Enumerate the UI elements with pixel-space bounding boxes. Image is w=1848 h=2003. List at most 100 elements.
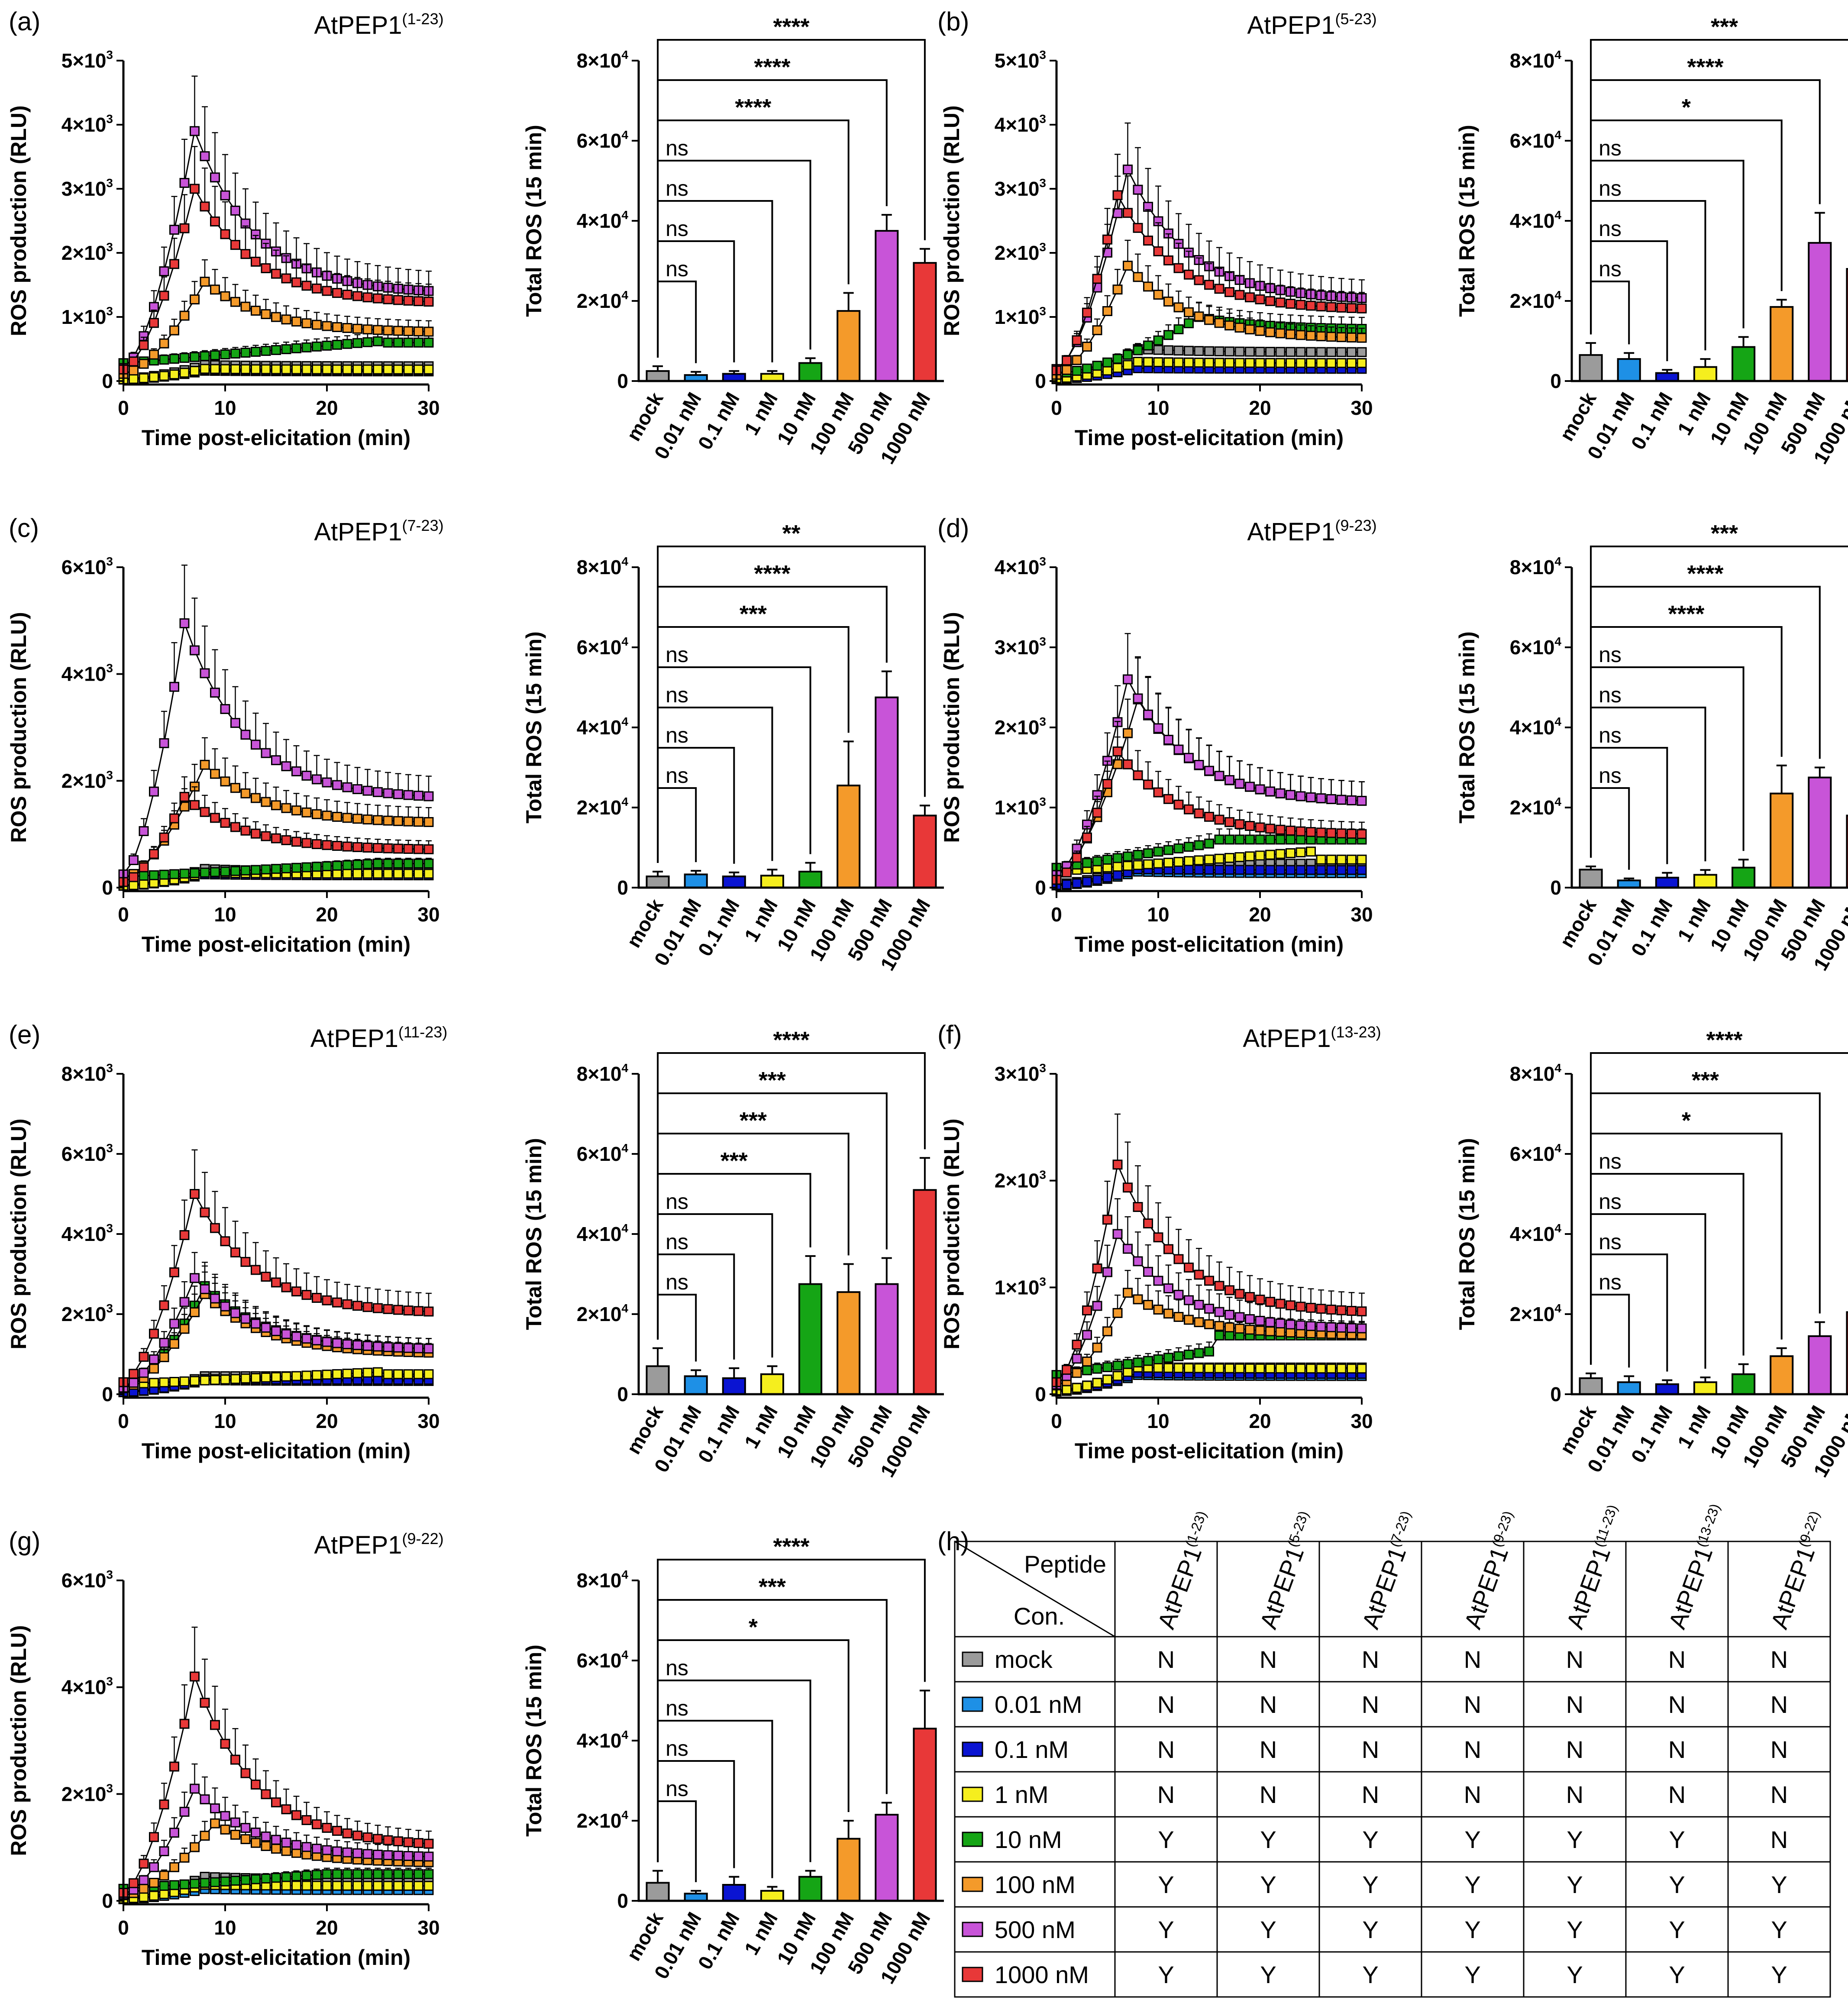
data-point [179,1719,190,1729]
data-point [403,844,414,854]
significance-label: ns [666,1656,688,1680]
data-point [414,1880,423,1891]
x-tick-label: 10 [1147,1410,1169,1432]
y-tick-label: 2×104 [577,1808,629,1832]
data-point [169,1267,179,1277]
data-point [1194,759,1204,770]
data-point [291,766,301,776]
data-point [1316,793,1326,804]
data-point [1326,865,1336,875]
data-point [1173,357,1184,368]
series-line [123,763,429,879]
bar-0-01-nM [684,1375,708,1395]
data-point [1265,358,1275,368]
data-point [414,296,423,307]
significance-bracket: ns [657,1270,697,1362]
panel-title: AtPEP1(13-23) [1243,1023,1381,1053]
row-swatch [962,1787,983,1802]
data-point [1306,347,1316,357]
bar-100-nM [1770,792,1794,888]
data-point [1336,828,1347,839]
data-point [373,1869,383,1879]
data-point [1234,1289,1245,1299]
data-point [1173,799,1184,810]
y-tick-label: 3×103 [61,176,113,200]
x-axis-label: Time post-elicitation (min) [1075,1439,1344,1463]
data-point [1357,358,1367,368]
data-point [312,283,322,294]
data-point [271,1372,281,1382]
table-cell: N [1260,1646,1277,1673]
significance-label: ns [1599,723,1622,747]
data-point [251,1838,261,1848]
data-point [291,1880,301,1891]
data-point [190,294,200,305]
data-point [1275,1299,1286,1309]
data-point [322,777,332,788]
significance-label: * [749,1614,758,1640]
data-point [352,1368,362,1378]
significance-bracket: **** [657,14,926,358]
data-point [1347,829,1357,839]
data-point [301,1880,312,1891]
data-point [414,817,423,827]
data-point [423,1838,434,1849]
data-point [301,838,312,848]
data-point [169,1339,179,1349]
data-point [1245,346,1255,357]
series-500-nM [118,1252,434,1393]
data-point [240,1823,251,1833]
data-point [362,1869,373,1879]
data-point [362,1832,373,1842]
bar-100-nM [837,1838,861,1902]
data-point [423,364,434,375]
data-point [414,337,423,348]
data-point [383,869,393,879]
data-point [169,1828,179,1838]
bar-1-nM [1693,366,1717,382]
data-point [129,374,139,384]
data-point [1102,1326,1112,1337]
table-cell: Y [1158,1916,1174,1943]
data-point [352,1869,362,1879]
data-point [1173,843,1184,853]
data-point [179,178,190,188]
y-tick-label: 2×103 [61,240,113,264]
data-point [301,807,312,817]
y-tick-label: 4×104 [577,208,629,232]
data-point [230,1829,240,1840]
bar-500-nM [1808,1335,1832,1395]
data-point [393,1880,403,1891]
data-point [1194,808,1204,819]
data-point [1347,1306,1357,1316]
significance-bracket: ns [1590,763,1630,870]
data-point [169,354,179,364]
significance-bracket: ** [657,520,926,863]
data-point [291,364,301,375]
data-point [301,770,312,781]
data-point [190,1671,200,1682]
data-point [1275,1327,1286,1337]
data-point [312,774,322,785]
bar-10-nM [798,362,823,382]
data-point [220,364,230,374]
panel-label: (a) [9,7,40,36]
data-point [200,1878,210,1888]
data-point [291,1840,301,1850]
data-point [220,776,230,787]
data-point [230,364,240,374]
data-point [139,871,149,881]
data-point [1214,771,1224,781]
table-cell: N [1770,1736,1788,1763]
data-point [190,868,200,878]
data-point [230,1374,240,1384]
data-point [240,347,251,358]
data-point [220,817,230,828]
bar-0-1-nM [722,1377,746,1395]
data-point [1082,363,1092,374]
data-point [1153,290,1163,300]
significance-bracket: ns [657,257,697,363]
data-point [1184,318,1194,329]
table-cell: N [1464,1646,1481,1673]
